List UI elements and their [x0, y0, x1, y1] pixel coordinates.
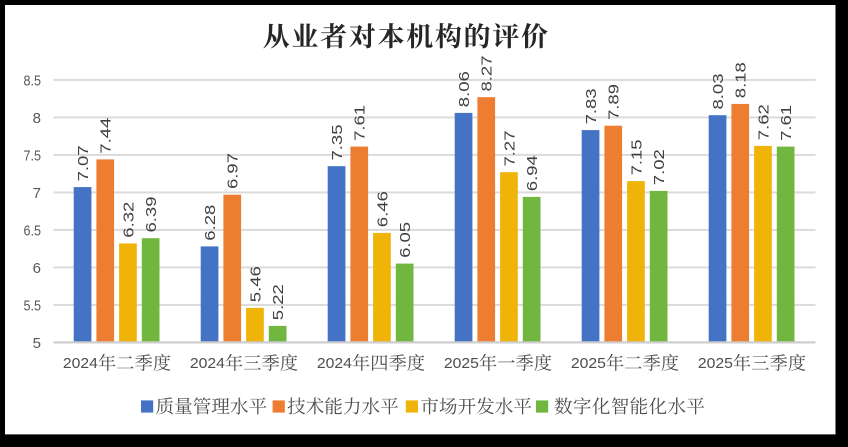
svg-text:7.5: 7.5 — [24, 147, 42, 164]
svg-text:7.27: 7.27 — [501, 131, 518, 167]
svg-text:7.89: 7.89 — [606, 84, 623, 120]
svg-text:7.02: 7.02 — [651, 149, 668, 185]
svg-text:8: 8 — [33, 110, 41, 127]
svg-text:7.83: 7.83 — [583, 88, 600, 124]
svg-text:6: 6 — [33, 260, 41, 277]
svg-text:8.27: 8.27 — [479, 56, 496, 92]
svg-text:6.28: 6.28 — [202, 205, 219, 241]
svg-text:6.5: 6.5 — [24, 222, 42, 239]
svg-text:5.22: 5.22 — [270, 284, 287, 320]
svg-text:2025: 2025 — [698, 355, 733, 372]
svg-text:8.06: 8.06 — [456, 71, 473, 107]
svg-text:2024: 2024 — [63, 355, 98, 372]
svg-text:8.5: 8.5 — [24, 72, 42, 89]
svg-text:6.97: 6.97 — [225, 153, 242, 189]
svg-text:2025: 2025 — [571, 355, 606, 372]
svg-text:7.61: 7.61 — [778, 105, 795, 141]
svg-text:5.5: 5.5 — [24, 297, 42, 314]
svg-text:6.32: 6.32 — [120, 202, 137, 238]
svg-text:2024: 2024 — [190, 355, 225, 372]
svg-text:7.61: 7.61 — [352, 105, 369, 141]
svg-text:2025: 2025 — [444, 355, 479, 372]
svg-text:6.94: 6.94 — [524, 155, 541, 191]
svg-text:8.03: 8.03 — [710, 74, 727, 110]
svg-text:8.18: 8.18 — [733, 62, 750, 98]
svg-text:2024: 2024 — [317, 355, 352, 372]
svg-text:7: 7 — [33, 185, 41, 202]
svg-text:7.35: 7.35 — [329, 125, 346, 161]
svg-text:7.44: 7.44 — [98, 118, 115, 154]
svg-text:7.15: 7.15 — [628, 139, 645, 175]
svg-text:6.39: 6.39 — [143, 197, 160, 233]
svg-text:6.46: 6.46 — [374, 191, 391, 227]
svg-text:7.07: 7.07 — [75, 145, 92, 181]
svg-text:7.62: 7.62 — [755, 104, 772, 140]
svg-text:5: 5 — [33, 335, 41, 352]
svg-text:5.46: 5.46 — [247, 266, 264, 302]
svg-text:6.05: 6.05 — [397, 222, 414, 258]
